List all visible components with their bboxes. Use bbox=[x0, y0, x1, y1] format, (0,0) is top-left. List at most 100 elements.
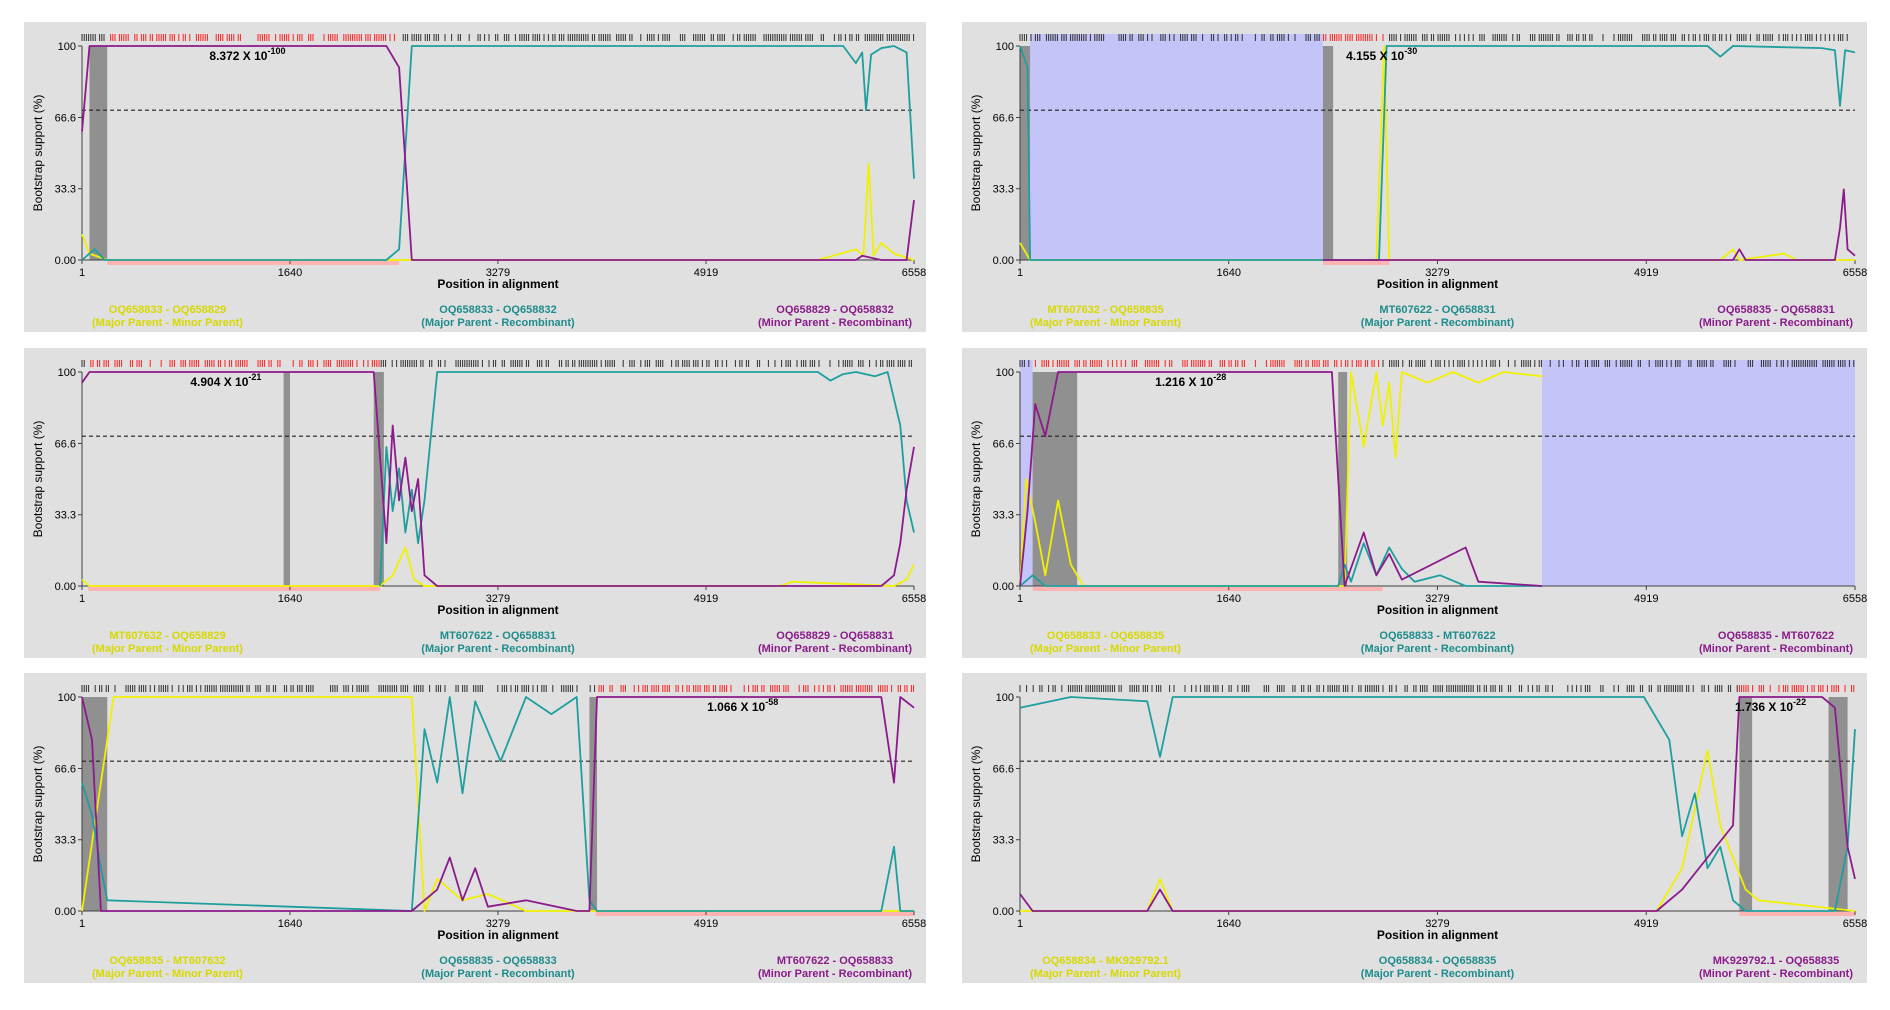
legend-pair: OQ658835 - OQ658833 bbox=[439, 955, 557, 967]
x-tick-label: 4919 bbox=[694, 918, 718, 930]
y-axis-label: Bootstrap support (%) bbox=[31, 746, 45, 863]
x-axis-label: Position in alignment bbox=[437, 277, 558, 291]
legend-entry-cyan: OQ658835 - OQ658833 (Major Parent - Recom… bbox=[421, 955, 574, 981]
event-region-bar bbox=[595, 912, 914, 916]
y-tick-label: 100 bbox=[58, 692, 76, 704]
series-line-cyan bbox=[1019, 542, 1542, 587]
x-tick-label: 4919 bbox=[1634, 918, 1658, 930]
legend-role: (Major Parent - Minor Parent) bbox=[92, 643, 243, 655]
x-tick-label: 1640 bbox=[1216, 593, 1240, 605]
x-tick-label: 6558 bbox=[902, 267, 926, 279]
x-tick-label: 1640 bbox=[1216, 918, 1240, 930]
p-value-label: 4.155 X 10-30 bbox=[1346, 46, 1417, 63]
breakpoint-region bbox=[283, 372, 290, 586]
x-tick-label: 6558 bbox=[1843, 593, 1867, 605]
x-axis-label: Position in alignment bbox=[437, 928, 558, 942]
x-tick-label: 6558 bbox=[1843, 267, 1867, 279]
legend-pair: MT607622 - OQ658831 bbox=[1379, 304, 1496, 316]
y-tick-label: 100 bbox=[996, 41, 1014, 53]
legend-role: (Minor Parent - Recombinant) bbox=[1698, 968, 1853, 980]
legend-entry-yel: OQ658835 - MT607632 (Major Parent - Minor… bbox=[92, 955, 243, 981]
legend-pair: OQ658833 - MT607622 bbox=[1379, 630, 1496, 642]
excluded-region bbox=[1030, 34, 1323, 260]
legend-entry-cyan: OQ658834 - OQ658835 (Major Parent - Recom… bbox=[1361, 955, 1514, 981]
legend-role: (Major Parent - Recombinant) bbox=[1360, 643, 1515, 655]
recombination-plot-5: 100 66.6 33.3 0.00 1 1640 3279 4919 6558 Position… bbox=[24, 673, 926, 983]
legend-pair: OQ658829 - OQ658832 bbox=[776, 304, 894, 316]
legend-entry-cyan: OQ658833 - MT607622 (Major Parent - Recom… bbox=[1361, 630, 1514, 656]
legend-role: (Minor Parent - Recombinant) bbox=[757, 968, 912, 980]
y-tick-label: 100 bbox=[996, 692, 1014, 704]
event-region-bar bbox=[1739, 912, 1855, 916]
x-tick-label: 1 bbox=[79, 593, 85, 605]
legend-role: (Major Parent - Recombinant) bbox=[421, 317, 575, 329]
x-axis-label: Position in alignment bbox=[1377, 928, 1498, 942]
series-line-yellow bbox=[1019, 371, 1543, 587]
legend-entry-yel: OQ658834 - MK929792.1 (Major Parent - Min… bbox=[1030, 955, 1181, 981]
legend-pair: OQ658835 - MT607622 bbox=[1717, 630, 1835, 642]
legend-entry-yel: MT607632 - OQ658835 (Major Parent - Minor… bbox=[1030, 304, 1181, 330]
legend-role: (Major Parent - Minor Parent) bbox=[1030, 317, 1181, 329]
x-tick-label: 3279 bbox=[486, 593, 510, 605]
y-tick-label: 66.6 bbox=[55, 438, 76, 450]
breakpoint-region bbox=[1032, 372, 1078, 586]
y-axis-label: Bootstrap support (%) bbox=[31, 95, 45, 212]
plot-svg: 100 66.6 33.3 0.001 1640 3279 4919 6558 Position… bbox=[969, 360, 1867, 617]
legend-entry-cyan: OQ658833 - OQ658832 (Major Parent - Recom… bbox=[421, 304, 574, 330]
series-line-cyan bbox=[81, 696, 914, 912]
x-tick-label: 6558 bbox=[1843, 918, 1867, 930]
event-region-bar bbox=[88, 587, 381, 591]
y-tick-label: 0.00 bbox=[993, 906, 1014, 918]
x-tick-label: 1640 bbox=[278, 918, 302, 930]
recombination-plot-6: 100 66.6 33.3 0.00 1 1640 3279 4919 6558 Position… bbox=[962, 673, 1867, 983]
p-value-exponent: -21 bbox=[248, 372, 261, 382]
p-value-exponent: -30 bbox=[1404, 46, 1417, 56]
y-axis-label: Bootstrap support (%) bbox=[969, 746, 983, 863]
legend-role: (Minor Parent - Recombinant) bbox=[757, 317, 912, 329]
legend-pair: OQ658835 - OQ658831 bbox=[1717, 304, 1835, 316]
p-value-label: 1.066 X 10-58 bbox=[707, 697, 778, 714]
legend-role: (Major Parent - Minor Parent) bbox=[92, 968, 243, 980]
event-region-bar bbox=[1032, 587, 1383, 591]
x-tick-label: 4919 bbox=[694, 267, 718, 279]
x-tick-label: 1 bbox=[79, 267, 85, 279]
legend-entry-mag: MT607622 - OQ658833 (Minor Parent - Recom… bbox=[758, 955, 912, 981]
legend-entry-mag: OQ658829 - OQ658832 (Minor Parent - Recom… bbox=[758, 304, 912, 330]
series-line-cyan bbox=[379, 371, 915, 587]
legend-role: (Major Parent - Recombinant) bbox=[421, 968, 575, 980]
recombination-plot-4: 100 66.6 33.3 0.00 1 1640 3279 4919 6558 Position… bbox=[962, 348, 1867, 658]
legend-entry-cyan: MT607622 - OQ658831 (Major Parent - Recom… bbox=[421, 630, 574, 656]
y-tick-label: 100 bbox=[996, 367, 1014, 379]
x-tick-label: 1 bbox=[1017, 593, 1023, 605]
plot-svg: 100 66.6 33.3 0.001 1640 3279 4919 6558 Position… bbox=[31, 685, 926, 942]
y-tick-label: 0.00 bbox=[993, 581, 1014, 593]
legend-role: (Major Parent - Minor Parent) bbox=[92, 317, 243, 329]
series-line-purple bbox=[1019, 371, 1543, 587]
y-axis-label: Bootstrap support (%) bbox=[969, 95, 983, 212]
y-tick-label: 66.6 bbox=[993, 112, 1014, 124]
series-line-purple bbox=[81, 45, 915, 261]
y-tick-label: 33.3 bbox=[55, 835, 76, 847]
series-line-yellow bbox=[81, 696, 914, 912]
y-tick-label: 66.6 bbox=[993, 763, 1014, 775]
y-tick-label: 33.3 bbox=[993, 184, 1014, 196]
site-track bbox=[81, 360, 912, 367]
series-line-cyan bbox=[1019, 696, 1856, 912]
series-line-cyan bbox=[1019, 45, 1856, 261]
legend-pair: MT607622 - OQ658831 bbox=[439, 630, 557, 642]
x-axis-label: Position in alignment bbox=[1377, 603, 1498, 617]
y-tick-label: 33.3 bbox=[55, 510, 76, 522]
y-tick-label: 0.00 bbox=[55, 255, 76, 267]
legend-pair: OQ658834 - OQ658835 bbox=[1378, 955, 1497, 967]
legend-pair: MK929792.1 - OQ658835 bbox=[1712, 955, 1840, 967]
x-tick-label: 1 bbox=[1017, 918, 1023, 930]
breakpoint-region bbox=[1739, 697, 1753, 911]
x-tick-label: 3279 bbox=[1425, 267, 1449, 279]
y-axis-label: Bootstrap support (%) bbox=[969, 421, 983, 538]
legend-entry-mag: OQ658829 - OQ658831 (Minor Parent - Recom… bbox=[758, 630, 912, 656]
series-line-cyan bbox=[81, 45, 915, 261]
legend-role: (Major Parent - Minor Parent) bbox=[1030, 968, 1181, 980]
y-tick-label: 66.6 bbox=[55, 763, 76, 775]
series-line-yellow bbox=[81, 546, 915, 587]
x-axis-label: Position in alignment bbox=[1377, 277, 1498, 291]
